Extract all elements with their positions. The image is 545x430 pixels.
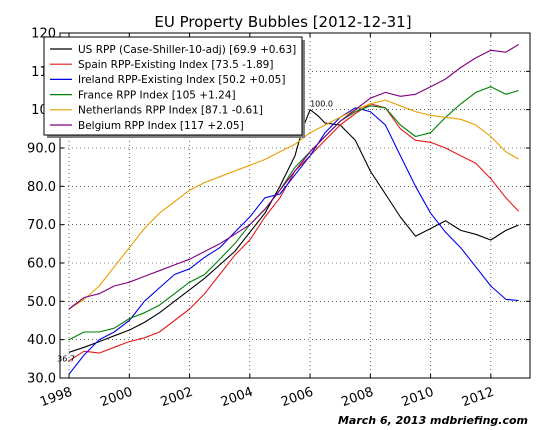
y-tick-label: 80.0 [27,180,56,195]
footer-credit: March 6, 2013 mdbriefing.com [338,414,528,427]
annotation-label: 36.7 [57,354,75,363]
legend-box [43,36,303,136]
series-line [68,107,519,375]
x-tick-label: 1998 [38,385,74,410]
legend-entry-label: US RPP (Case-Shiller-10-adj) [69.9 +0.63… [78,44,296,56]
plot-frame [59,32,531,379]
x-tick-label: 2010 [400,385,436,410]
series-line [68,44,519,310]
legend: US RPP (Case-Shiller-10-adj) [69.9 +0.63… [43,36,305,138]
legend-entry-label: Ireland RPP-Existing Index [50.2 +0.05] [78,74,285,86]
y-tick-label: 70.0 [27,218,56,233]
grid [60,33,530,378]
legend-entry-label: France RPP Index [105 +1.24] [78,89,236,101]
x-tick-label: 2002 [159,385,195,410]
y-tick-label: 40.0 [27,333,56,348]
series-line [68,99,519,310]
chart-title: EU Property Bubbles [2012-12-31] [154,13,411,31]
legend-entry-label: Netherlands RPP Index [87.1 -0.61] [78,105,263,117]
legend-entry-label: Belgium RPP Index [117 +2.05] [78,120,244,132]
x-tick-label: 2008 [339,385,375,410]
x-tick-label: 2000 [98,385,134,410]
y-tick-label: 30.0 [27,372,56,387]
annotations: 100.0 36.7 [57,100,333,364]
series-line [68,103,520,362]
x-tick-label: 2004 [219,385,255,410]
y-tick-label: 50.0 [27,295,56,310]
y-tick-label: 90.0 [27,142,56,157]
x-tick-label: 2012 [460,385,496,410]
y-tick-label: 60.0 [27,257,56,272]
annotation-label: 100.0 [310,100,333,109]
x-tick-label: 2006 [279,385,315,410]
legend-entry-label: Spain RPP-Existing Index [73.5 -1.89] [78,59,273,71]
